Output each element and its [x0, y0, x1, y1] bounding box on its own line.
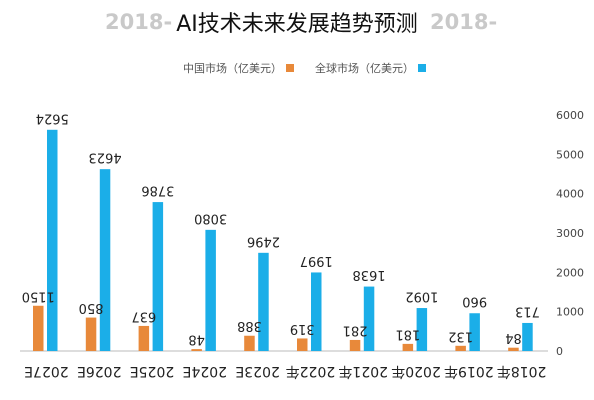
bar-global — [99, 169, 111, 351]
x-tick-label: 2023E — [235, 363, 279, 379]
data-label-global: 1638 — [353, 267, 386, 282]
data-label-china: 637 — [131, 308, 156, 323]
x-tick-label: 2020年 — [391, 363, 441, 379]
bar-china — [33, 305, 44, 351]
data-label-global: 1997 — [300, 253, 333, 268]
x-tick-label: 2027E — [24, 363, 68, 379]
x-tick-label: 2025E — [130, 363, 174, 379]
background-title-right: 2018- — [430, 10, 498, 34]
x-tick-label: 2019年 — [444, 363, 494, 379]
bar-china — [85, 317, 97, 351]
bar-global — [47, 129, 58, 351]
bar-china — [138, 325, 150, 351]
bar-global — [416, 308, 428, 351]
data-label-china: 319 — [290, 321, 315, 336]
x-tick-label: 2024E — [183, 363, 227, 379]
legend-global-label: 全球市场（亿美元） — [315, 61, 414, 75]
background-title-left: 2018- — [105, 10, 173, 34]
y-tick-label: 4000 — [556, 188, 584, 201]
bar-china — [349, 339, 361, 351]
chart-title: AI技术未来发展趋势预测 — [176, 12, 418, 37]
bar-china — [508, 347, 519, 351]
title-area: 2018- 2018- AI技术未来发展趋势预测 — [0, 0, 594, 44]
legend-global-swatch — [418, 64, 426, 72]
data-label-china: 1150 — [22, 288, 55, 303]
data-label-global: 960 — [462, 294, 487, 309]
bar-global — [152, 202, 164, 351]
bar-global — [469, 313, 480, 351]
data-label-global: 2496 — [247, 233, 280, 248]
data-label-global: 3786 — [141, 183, 174, 198]
x-tick-label: 2022年 — [286, 363, 336, 379]
data-label-china: 48 — [188, 332, 205, 347]
data-label-global: 3080 — [194, 210, 227, 225]
data-label-global: 5624 — [36, 110, 69, 125]
bar-global — [258, 252, 269, 351]
bar-china — [191, 349, 202, 351]
data-label-china: 850 — [79, 300, 104, 315]
y-tick-label: 3000 — [556, 227, 584, 240]
x-tick-label: 2026E — [77, 363, 121, 379]
legend-china-swatch — [286, 64, 294, 72]
data-label-china: 181 — [395, 326, 420, 341]
data-label-china: 388 — [237, 318, 262, 333]
data-label-global: 713 — [515, 303, 540, 318]
bar-global — [522, 322, 533, 351]
y-tick-label: 2000 — [556, 266, 584, 279]
x-tick-label: 2018年 — [497, 363, 547, 379]
y-tick-label: 5000 — [556, 148, 584, 161]
data-label-china: 132 — [448, 328, 473, 343]
bar-china — [402, 343, 414, 351]
bar-china — [455, 345, 466, 351]
y-tick-label: 1000 — [556, 306, 584, 319]
bar-global — [363, 286, 375, 351]
data-label-china: 281 — [343, 322, 368, 337]
bar-china — [244, 335, 255, 351]
y-tick-label: 0 — [556, 345, 563, 358]
bar-global — [311, 272, 322, 351]
bar-global — [205, 229, 216, 351]
bar-china — [297, 338, 308, 351]
x-tick-label: 2021年 — [338, 363, 388, 379]
y-tick-label: 6000 — [556, 109, 584, 122]
legend-china-label: 中国市场（亿美元） — [183, 61, 282, 75]
data-label-global: 1092 — [405, 289, 438, 304]
data-label-global: 4623 — [89, 150, 122, 165]
data-label-china: 84 — [505, 330, 522, 345]
